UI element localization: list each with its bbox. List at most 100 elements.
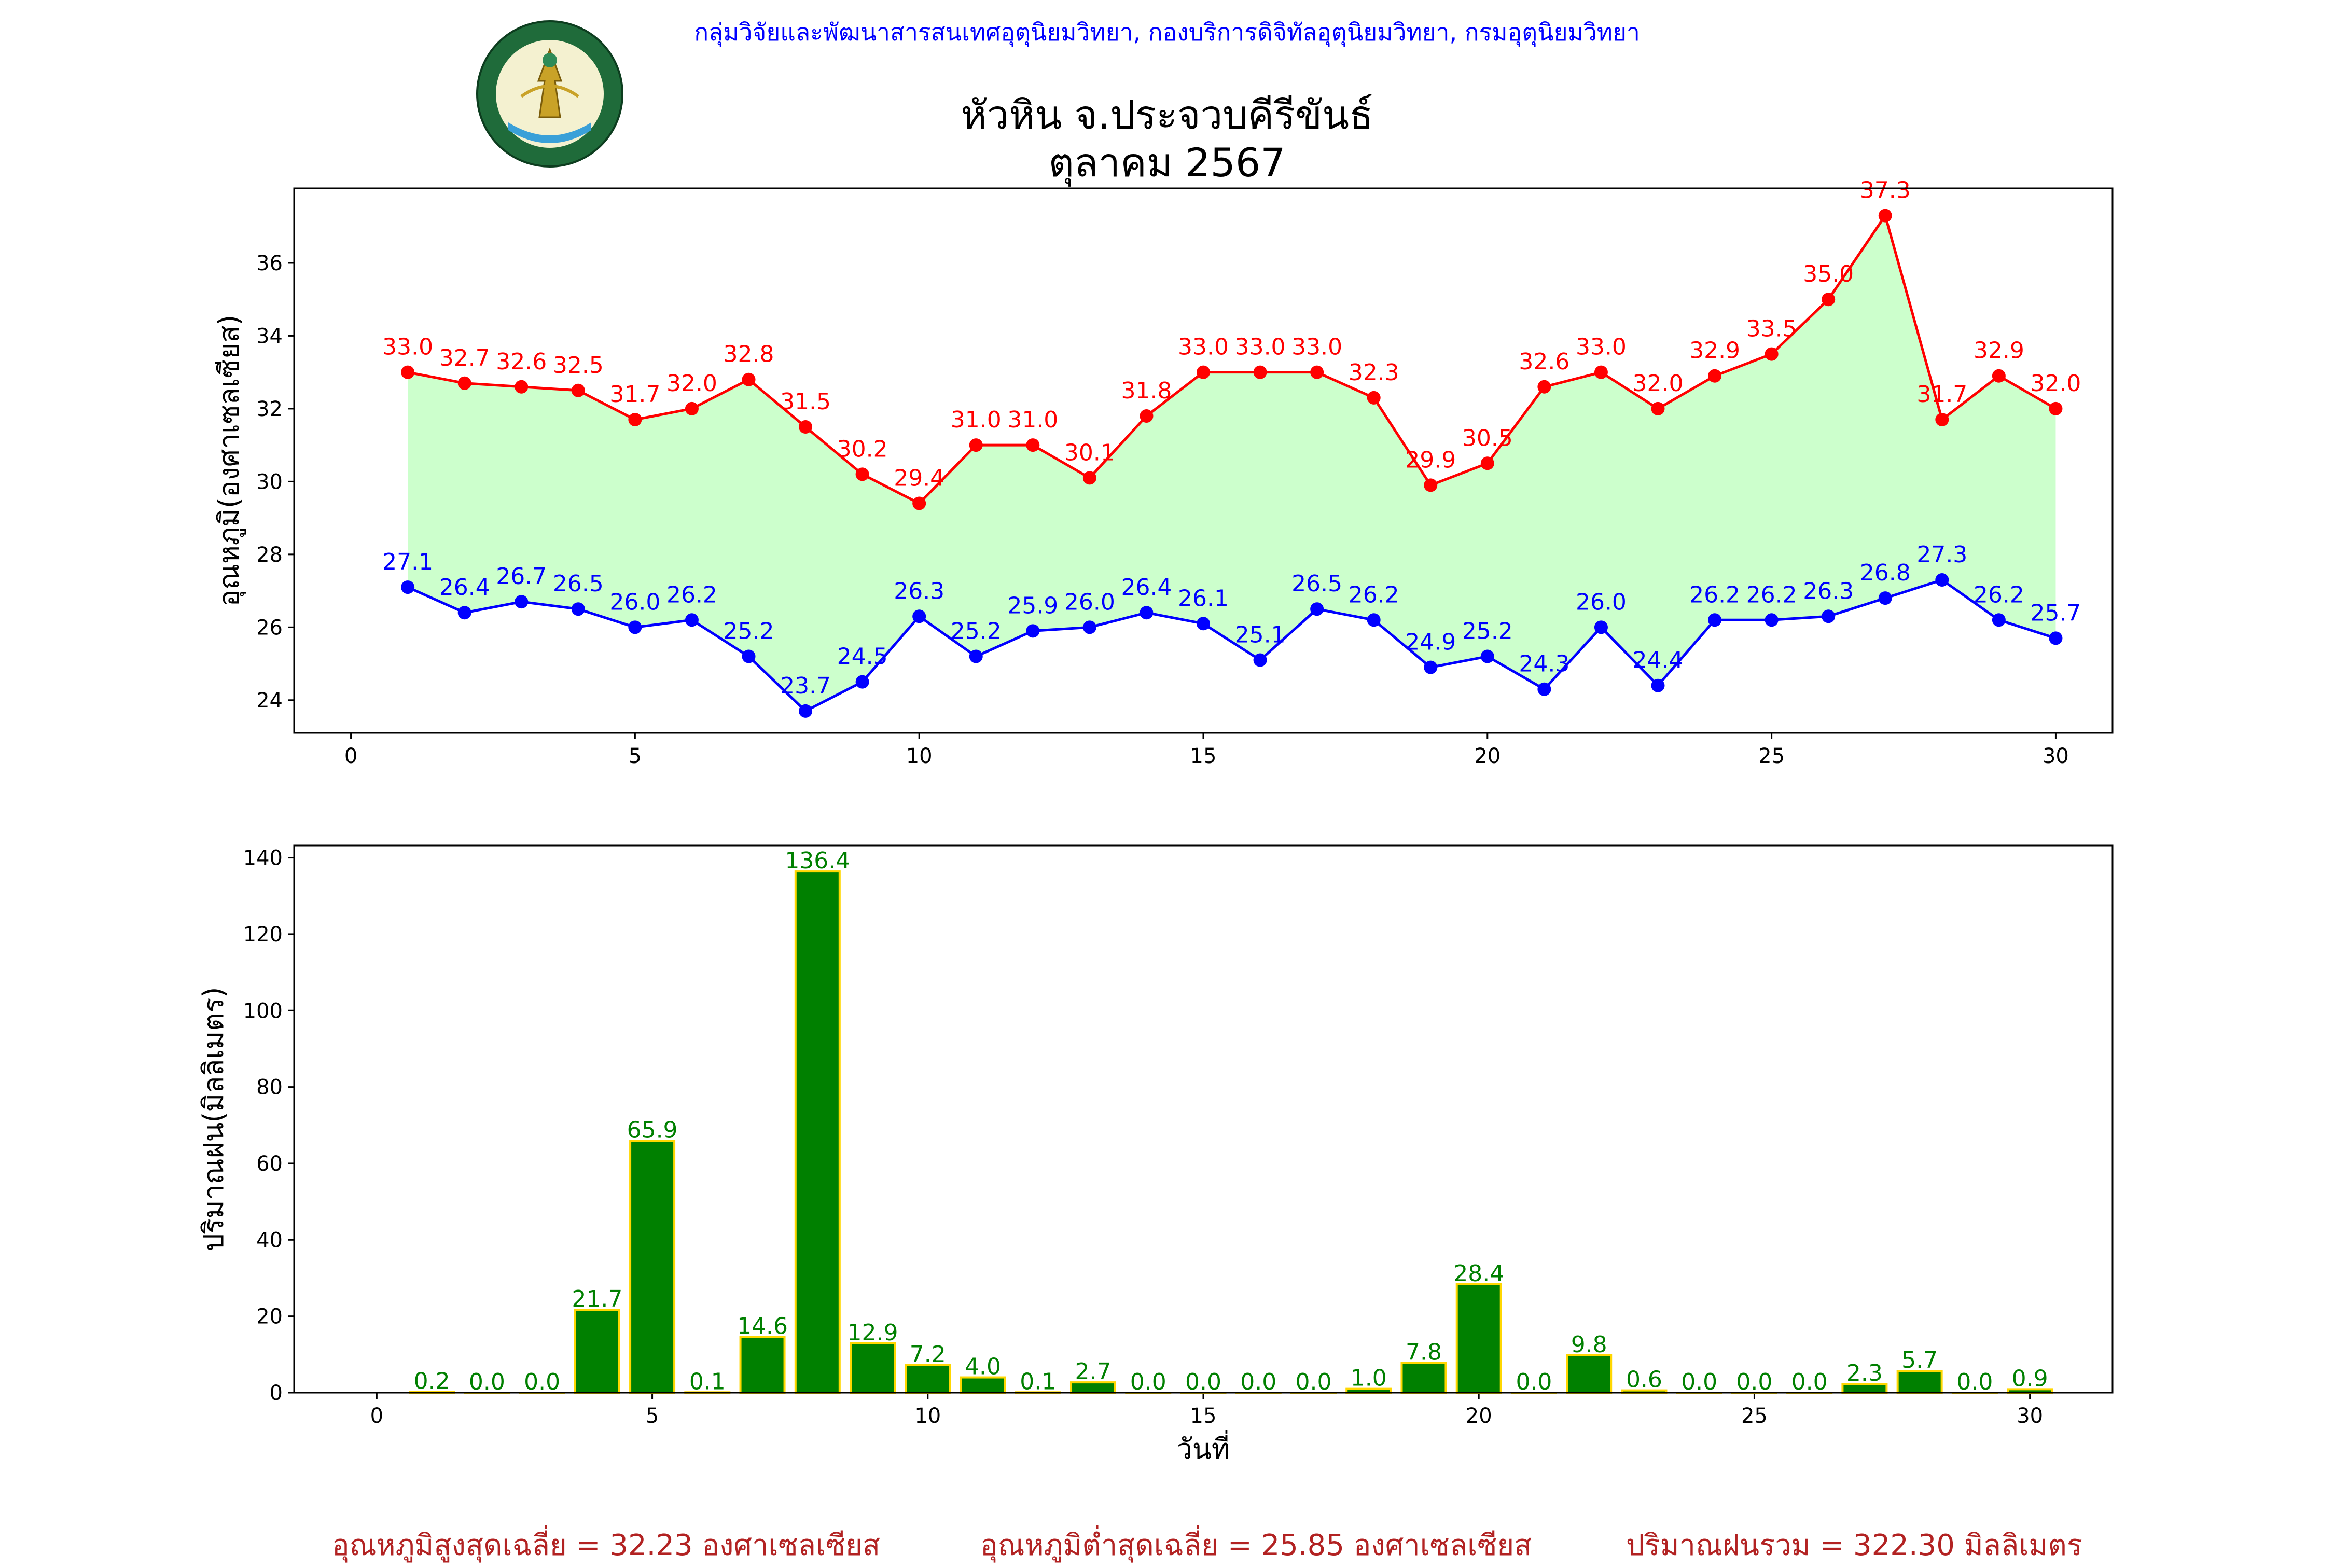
max-temperature-data-label: 35.0: [1803, 261, 1854, 287]
rainfall-data-label: 136.4: [785, 848, 850, 874]
rain-ytick-label: 0: [270, 1381, 283, 1405]
min-temperature-point: [855, 675, 869, 689]
min-temperature-data-label: 26.2: [1349, 581, 1399, 608]
temp-xtick-label: 10: [906, 744, 933, 768]
min-temperature-data-label: 26.3: [894, 578, 944, 604]
agency-header: กลุ่มวิจัยและพัฒนาสารสนเทศอุตุนิยมวิทยา,…: [694, 18, 1640, 46]
min-temperature-point: [457, 606, 471, 620]
min-temperature-data-label: 26.3: [1803, 578, 1854, 604]
min-temperature-point: [515, 595, 529, 609]
rainfall-data-label: 0.0: [1791, 1369, 1828, 1395]
min-temperature-data-label: 23.7: [780, 673, 831, 699]
max-temperature-data-label: 31.7: [1916, 381, 1967, 408]
min-temperature-point: [571, 602, 585, 616]
max-temperature-point: [1253, 365, 1267, 379]
rainfall-data-label: 12.9: [848, 1320, 898, 1346]
min-temperature-data-label: 26.5: [553, 571, 604, 597]
rainfall-bar: [794, 870, 841, 1394]
max-temperature-data-label: 32.0: [1633, 370, 1684, 397]
min-temperature-data-label: 24.9: [1405, 629, 1456, 656]
min-temperature-point: [1197, 617, 1210, 631]
min-temperature-point: [1651, 678, 1665, 692]
max-temperature-data-label: 32.9: [1974, 338, 2024, 364]
min-temperature-data-label: 26.2: [1746, 581, 1797, 608]
max-temperature-data-label: 33.0: [1178, 334, 1229, 360]
rainfall-bar: [960, 1376, 1006, 1394]
rainfall-bar: [629, 1140, 676, 1394]
min-temperature-point: [401, 580, 415, 594]
rainfall-bar: [1400, 1362, 1447, 1394]
max-temperature-point: [1424, 478, 1438, 492]
temperature-y-axis-label: อุณหภูมิ(องศาเซลเซียส): [213, 315, 246, 607]
avg-min-temperature: อุณหภูมิต่ำสุดเฉลี่ย = 25.85 องศาเซลเซีย…: [980, 1529, 1532, 1562]
max-temperature-point: [1708, 369, 1722, 383]
min-temperature-point: [685, 613, 699, 627]
max-temperature-data-label: 32.6: [496, 349, 547, 375]
rain-xtick-label: 30: [2017, 1404, 2043, 1428]
max-temperature-point: [1992, 369, 2006, 383]
min-temperature-data-label: 26.0: [1064, 589, 1115, 615]
min-temperature-data-label: 24.5: [837, 644, 888, 670]
total-rainfall: ปริมาณฝนรวม = 322.30 มิลลิเมตร: [1626, 1529, 2082, 1562]
max-temperature-point: [1480, 456, 1494, 470]
min-temperature-point: [628, 620, 642, 634]
max-temperature-point: [571, 383, 585, 397]
temperature-axes-frame: [293, 187, 2114, 734]
rainfall-data-label: 0.0: [1736, 1369, 1772, 1395]
min-temperature-data-label: 26.2: [1689, 581, 1740, 608]
max-temperature-data-label: 32.8: [724, 341, 774, 368]
min-temperature-point: [1537, 682, 1551, 696]
temp-ytick-label: 36: [256, 252, 283, 275]
min-temperature-data-label: 24.4: [1633, 647, 1684, 674]
min-temperature-data-label: 25.2: [951, 618, 1002, 645]
max-temperature-data-label: 32.3: [1349, 359, 1399, 386]
max-temperature-point: [401, 365, 415, 379]
rainfall-data-label: 9.8: [1571, 1331, 1607, 1358]
max-temperature-point: [1026, 438, 1040, 452]
temp-ytick-label: 24: [256, 689, 283, 713]
min-temperature-line: [407, 578, 2057, 713]
min-temperature-point: [1935, 573, 1949, 587]
temp-ytick-label: 26: [256, 616, 283, 640]
rainfall-data-label: 0.1: [689, 1368, 726, 1395]
temp-xtick-label: 25: [1758, 744, 1785, 768]
max-temperature-point: [685, 401, 699, 415]
avg-max-temperature: อุณหภูมิสูงสุดเฉลี่ย = 32.23 องศาเซลเซีย…: [332, 1529, 881, 1562]
min-temperature-data-label: 26.2: [666, 581, 717, 608]
temp-xtick-label: 5: [629, 744, 642, 768]
max-temperature-point: [855, 467, 869, 481]
rainfall-chart: 0 5 10 15 20 25 30 0 20 40 60 80 100 120 140 0.2 0.0 0.0 2…: [197, 844, 2114, 1465]
max-temperature-data-label: 32.0: [2030, 370, 2081, 397]
max-temperature-point: [912, 496, 926, 510]
rainfall-data-label: 5.7: [1901, 1347, 1938, 1373]
meteorological-department-logo: [476, 20, 623, 168]
min-temperature-point: [1310, 602, 1324, 616]
max-temperature-point: [1594, 365, 1608, 379]
rainfall-data-label: 0.2: [414, 1368, 450, 1395]
rainfall-data-label: 0.0: [524, 1369, 560, 1395]
max-temperature-data-label: 32.7: [439, 345, 490, 371]
rainfall-bar: [1896, 1370, 1943, 1394]
max-temperature-point: [515, 380, 529, 394]
rainfall-data-label: 0.6: [1626, 1367, 1662, 1393]
min-temperature-point: [742, 649, 756, 663]
max-temperature-data-label: 32.6: [1519, 349, 1569, 375]
rainfall-data-label: 0.0: [469, 1369, 505, 1395]
rainfall-data-label: 4.0: [965, 1354, 1001, 1380]
max-temperature-data-label: 31.0: [951, 407, 1002, 433]
rainfall-data-label: 0.0: [1516, 1369, 1552, 1395]
rainfall-data-label: 1.0: [1351, 1365, 1387, 1392]
rainfall-x-axis-label: วันที่: [1177, 1430, 1230, 1465]
min-temperature-point: [1594, 620, 1608, 634]
temp-ytick-label: 30: [256, 470, 283, 494]
temp-xtick-label: 30: [2043, 744, 2069, 768]
rainfall-y-axis-label: ปริมาณฝน(มิลลิเมตร): [197, 987, 230, 1252]
rainfall-data-label: 2.3: [1846, 1360, 1883, 1386]
max-temperature-point: [2049, 401, 2063, 415]
rain-xtick-label: 5: [646, 1404, 659, 1428]
min-temperature-point: [1708, 613, 1722, 627]
max-temperature-data-label: 32.0: [666, 370, 717, 397]
rainfall-data-label: 0.0: [1185, 1369, 1221, 1395]
temp-ytick-label: 28: [256, 543, 283, 567]
max-temperature-point: [1197, 365, 1210, 379]
